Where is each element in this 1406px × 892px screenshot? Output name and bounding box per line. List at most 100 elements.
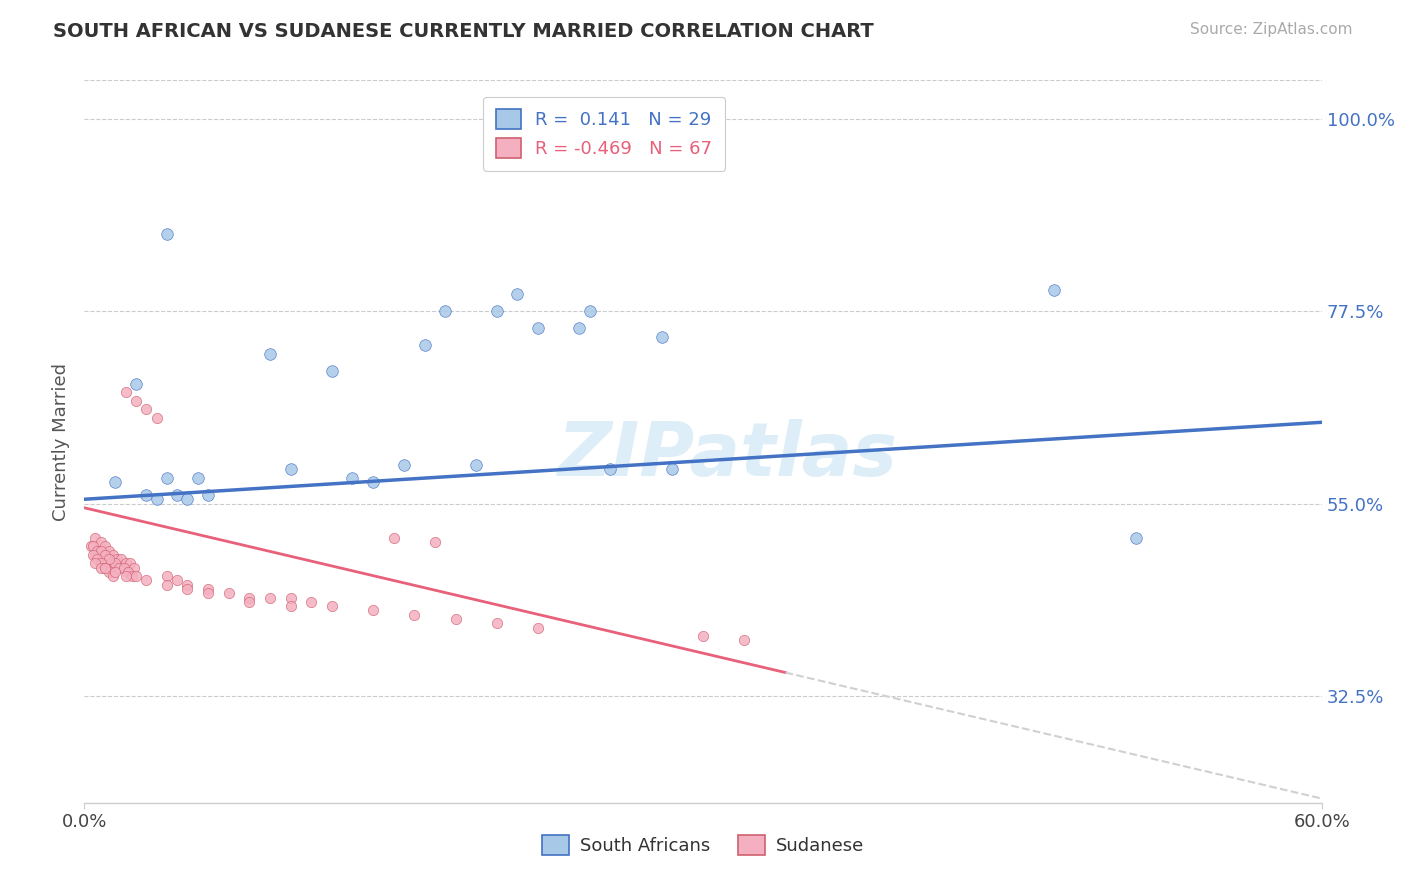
Point (485, 304, 508, 318)
Point (94, 548, 117, 562)
Point (145, 492, 167, 507)
Point (125, 376, 148, 391)
Point (114, 385, 136, 400)
Point (578, 304, 600, 318)
Point (485, 616, 508, 631)
Point (197, 582, 219, 596)
Point (280, 599, 302, 614)
Point (444, 612, 467, 626)
Point (112, 560, 135, 574)
Point (166, 574, 188, 588)
Point (90, 557, 112, 571)
Point (321, 599, 343, 614)
Point (166, 488, 188, 502)
Point (1125, 531, 1147, 545)
Point (104, 475, 127, 490)
Point (321, 364, 343, 378)
Point (122, 560, 145, 574)
Y-axis label: Currently Married: Currently Married (52, 362, 70, 521)
Point (145, 411, 167, 425)
Point (135, 402, 157, 417)
Point (110, 552, 132, 566)
Legend: South Africans, Sudanese: South Africans, Sudanese (536, 828, 870, 863)
Point (83, 557, 105, 571)
Point (280, 591, 302, 605)
Text: ZIPatlas: ZIPatlas (558, 419, 898, 492)
Point (238, 595, 260, 609)
Point (733, 633, 755, 648)
Point (100, 557, 122, 571)
Point (661, 462, 683, 476)
Point (82, 548, 104, 562)
Point (94, 560, 117, 574)
Point (94, 560, 117, 574)
Point (91, 548, 114, 562)
Point (187, 471, 209, 485)
Point (86, 543, 108, 558)
Point (197, 488, 219, 502)
Point (238, 591, 260, 605)
Point (114, 557, 136, 571)
Point (125, 393, 148, 408)
Point (568, 321, 591, 335)
Point (83, 548, 105, 562)
Point (176, 582, 198, 596)
Point (506, 287, 529, 301)
Point (103, 569, 125, 583)
Point (651, 330, 673, 344)
Point (527, 620, 550, 634)
Point (79, 539, 101, 553)
Text: SOUTH AFRICAN VS SUDANESE CURRENTLY MARRIED CORRELATION CHART: SOUTH AFRICAN VS SUDANESE CURRENTLY MARR… (53, 22, 875, 41)
Point (413, 338, 436, 352)
Point (692, 629, 714, 643)
Point (125, 569, 148, 583)
Point (156, 578, 179, 592)
Point (98, 565, 121, 579)
Point (299, 595, 322, 609)
Point (156, 569, 179, 583)
Point (135, 574, 157, 588)
Point (82, 539, 104, 553)
Point (361, 475, 384, 490)
Point (434, 304, 457, 318)
Point (156, 471, 179, 485)
Point (103, 548, 125, 562)
Point (87, 548, 110, 562)
Point (176, 492, 198, 507)
Point (527, 321, 550, 335)
Point (90, 560, 112, 574)
Point (90, 535, 112, 549)
Point (108, 560, 131, 574)
Point (218, 586, 240, 600)
Point (114, 569, 136, 583)
Point (197, 586, 219, 600)
Point (104, 565, 127, 579)
Point (361, 603, 384, 617)
Point (135, 488, 157, 502)
Point (382, 531, 405, 545)
Point (1042, 283, 1064, 297)
Point (392, 458, 415, 472)
Point (104, 557, 127, 571)
Point (259, 347, 281, 361)
Point (86, 552, 108, 566)
Point (280, 462, 302, 476)
Point (98, 543, 121, 558)
Point (105, 552, 128, 566)
Point (176, 578, 198, 592)
Point (96, 552, 118, 566)
Text: Source: ZipAtlas.com: Source: ZipAtlas.com (1189, 22, 1353, 37)
Point (118, 557, 141, 571)
Point (98, 552, 121, 566)
Point (83, 531, 105, 545)
Point (94, 539, 117, 553)
Point (465, 458, 488, 472)
Point (404, 607, 426, 622)
Point (423, 535, 446, 549)
Point (259, 591, 281, 605)
Point (121, 569, 143, 583)
Point (90, 543, 112, 558)
Point (342, 471, 364, 485)
Point (599, 462, 621, 476)
Point (117, 565, 139, 579)
